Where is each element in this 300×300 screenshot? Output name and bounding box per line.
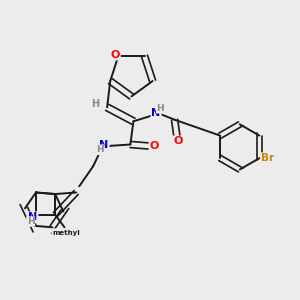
- Text: O: O: [149, 141, 159, 151]
- Text: N: N: [99, 140, 109, 150]
- Text: H: H: [157, 104, 164, 113]
- Text: O: O: [173, 136, 182, 146]
- Text: N: N: [28, 212, 38, 222]
- Text: H: H: [27, 217, 34, 226]
- Text: H: H: [97, 145, 104, 154]
- Text: N: N: [152, 108, 161, 118]
- Text: methyl: methyl: [52, 230, 80, 236]
- Text: Br: Br: [262, 153, 275, 163]
- Text: O: O: [110, 50, 120, 60]
- Text: H: H: [91, 99, 99, 109]
- Text: methyl: methyl: [54, 229, 78, 235]
